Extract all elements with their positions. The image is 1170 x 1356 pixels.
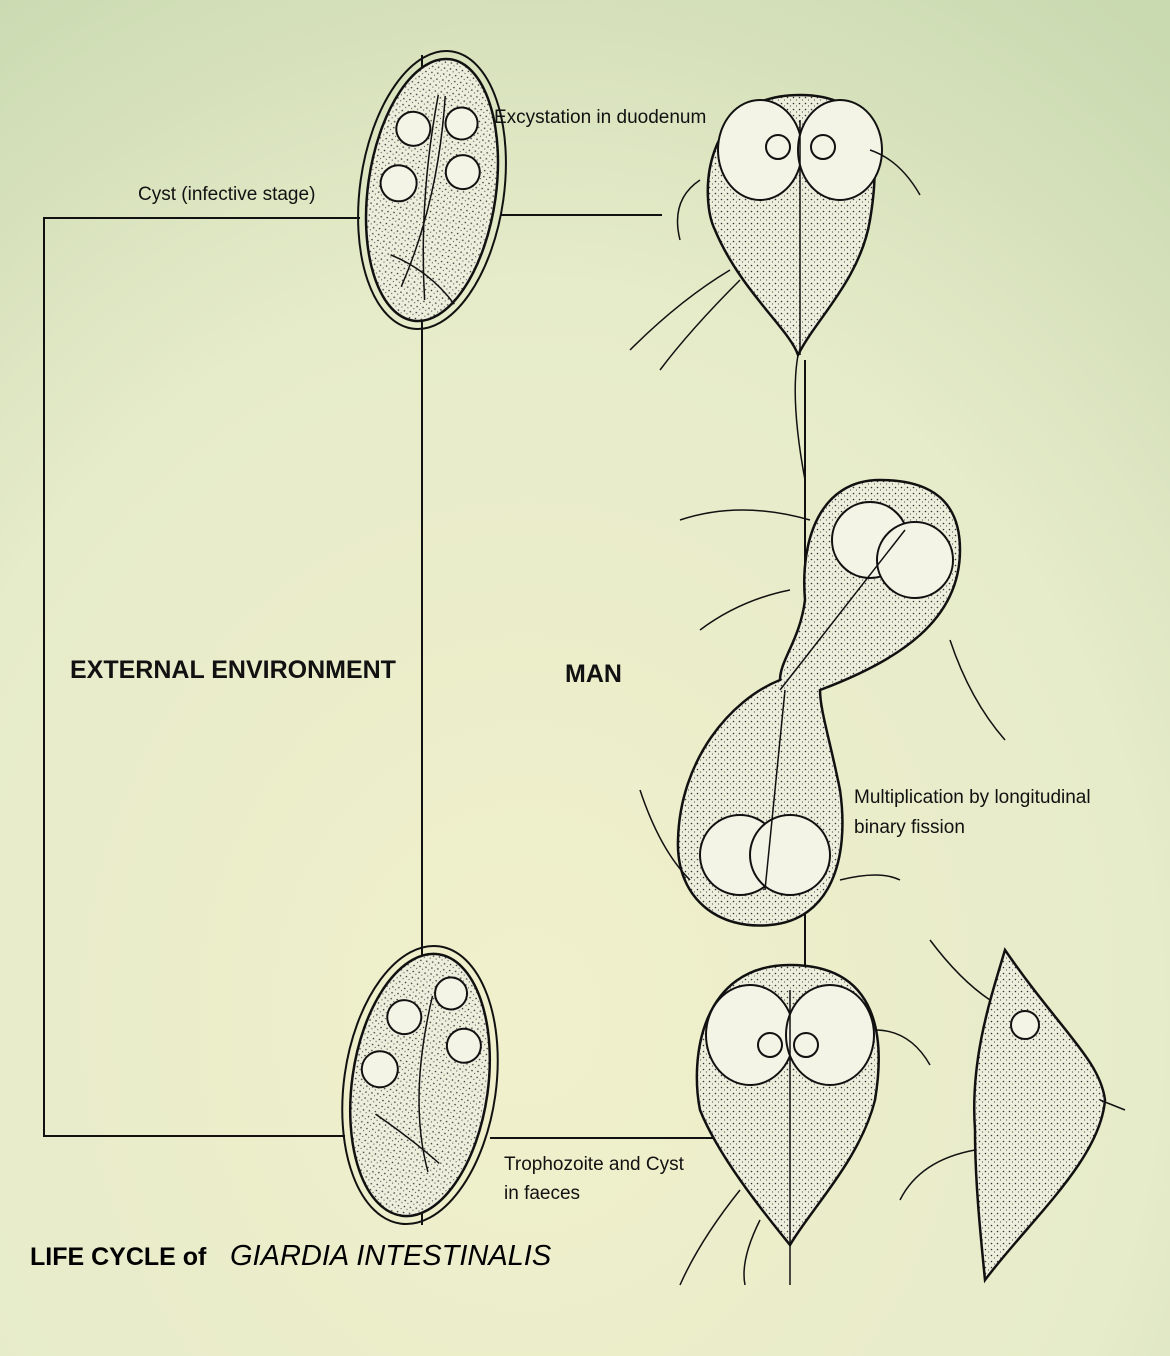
stage-label: Excystation in duodenum	[494, 107, 706, 128]
title-prefix: LIFE CYCLE of	[30, 1243, 207, 1271]
stage-label: in faeces	[504, 1183, 580, 1204]
stage-label: binary fission	[854, 817, 965, 838]
cyst-top	[357, 50, 507, 330]
trophozoite-top	[629, 93, 921, 481]
stage-label: Cyst (infective stage)	[138, 184, 315, 205]
trophozoite-dividing	[639, 478, 1006, 927]
cyst-bottom	[341, 944, 499, 1226]
region-label: MAN	[565, 660, 622, 688]
stage-label: Multiplication by longitudinal	[854, 787, 1091, 808]
title-organism: GIARDIA INTESTINALIS	[230, 1240, 552, 1272]
stage-label: Trophozoite and Cyst	[504, 1154, 685, 1175]
trophozoite-bottom	[679, 939, 1126, 1286]
region-label: EXTERNAL ENVIRONMENT	[70, 656, 396, 684]
